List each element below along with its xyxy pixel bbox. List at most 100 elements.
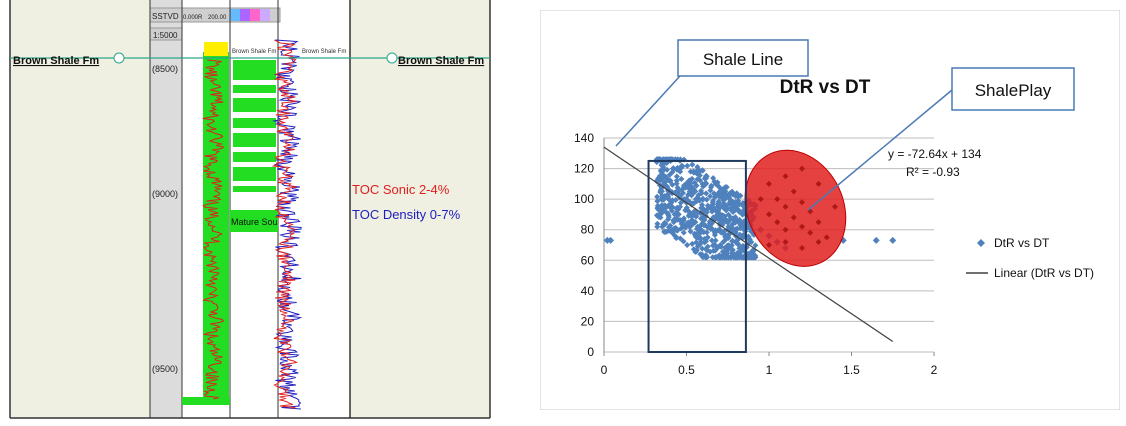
data-point (665, 216, 672, 223)
data-point (699, 181, 706, 188)
data-point (654, 193, 661, 200)
mature-label: Mature Sou (231, 217, 278, 227)
shale-box (647, 159, 747, 353)
well-log-svg: SSTVD 0.000R 200.00 1:5000 Mature Sou Br… (0, 0, 500, 421)
track-label-1: Brown Shale Fm (232, 49, 276, 55)
data-point (686, 188, 693, 195)
data-point (678, 220, 685, 227)
data-point (735, 241, 742, 248)
x-tick-label: 1.5 (843, 363, 860, 377)
data-point (696, 234, 703, 241)
formation-right-label: Brown Shale Fm (398, 55, 484, 67)
data-point (670, 217, 677, 224)
data-point (726, 227, 733, 234)
data-point (673, 180, 680, 187)
cluster-point (774, 196, 781, 203)
data-point (741, 210, 748, 217)
cluster-point (823, 234, 830, 241)
data-point (703, 196, 710, 203)
data-point (730, 251, 737, 258)
cluster-point (815, 238, 822, 245)
data-point (654, 220, 661, 227)
data-point (708, 237, 715, 244)
data-point (737, 220, 744, 227)
data-point (672, 189, 679, 196)
data-point (749, 249, 756, 256)
data-point (694, 167, 701, 174)
data-point (656, 173, 663, 180)
data-point (694, 176, 701, 183)
x-tick-label: 0.5 (678, 363, 695, 377)
data-point (727, 230, 734, 237)
data-point (687, 228, 694, 235)
cluster-point (790, 214, 797, 221)
data-point (724, 246, 731, 253)
data-point (690, 168, 697, 175)
data-point (659, 192, 666, 199)
data-point (707, 224, 714, 231)
data-point (691, 179, 698, 186)
data-point (686, 177, 693, 184)
cluster-point (799, 223, 805, 230)
data-point (732, 214, 739, 221)
data-point (726, 190, 733, 197)
data-point (729, 238, 736, 245)
data-point (704, 234, 711, 241)
data-point (685, 208, 692, 215)
shale-line-pointer (615, 75, 681, 147)
y-tick-label: 80 (581, 223, 595, 237)
data-point (714, 215, 721, 222)
data-point (712, 191, 719, 198)
data-point (726, 243, 733, 250)
cluster-point (815, 219, 822, 226)
y-tick-label: 120 (574, 162, 594, 176)
data-point (717, 241, 724, 248)
data-point (699, 167, 706, 174)
toc-density-label: TOC Density 0-7% (352, 207, 461, 222)
data-point (689, 161, 696, 168)
shale-line-label: Shale Line (703, 50, 783, 69)
data-point (737, 225, 744, 232)
y-tick-label: 40 (581, 284, 595, 298)
cluster-point (799, 245, 805, 252)
data-point (727, 214, 734, 221)
data-point (698, 204, 705, 211)
x-tick-label: 2 (931, 363, 938, 377)
data-point (672, 197, 679, 204)
data-point (709, 199, 716, 206)
y-tick-label: 100 (574, 192, 594, 206)
depth-track (150, 0, 182, 418)
data-point (668, 198, 675, 205)
shale-line-callout (677, 39, 809, 77)
data-point (669, 181, 676, 188)
data-point (710, 214, 717, 221)
data-point (737, 192, 744, 199)
cluster-point (807, 229, 814, 236)
data-point (664, 166, 671, 173)
depth-8500: (8500) (152, 64, 178, 74)
data-point (698, 221, 705, 228)
cluster-point (799, 165, 805, 172)
data-point (662, 221, 669, 228)
data-point (732, 229, 739, 236)
data-point (716, 203, 723, 210)
legend-label-points: DtR vs DT (994, 236, 1050, 250)
y-tick-label: 140 (574, 131, 594, 145)
data-point (658, 162, 665, 169)
data-point (693, 198, 700, 205)
data-point (666, 196, 673, 203)
cluster-point (832, 203, 838, 210)
data-point (653, 177, 660, 184)
left-bg (10, 0, 150, 418)
data-point (706, 218, 713, 225)
chart-title: DtR vs DT (780, 77, 871, 98)
cluster-point (782, 226, 789, 233)
cluster-point (799, 199, 805, 206)
data-point (690, 246, 697, 253)
data-point (702, 180, 709, 187)
data-point (661, 228, 668, 235)
data-point (663, 183, 670, 190)
depth-9000: (9000) (152, 189, 178, 199)
data-point (685, 184, 692, 191)
data-point (714, 182, 721, 189)
